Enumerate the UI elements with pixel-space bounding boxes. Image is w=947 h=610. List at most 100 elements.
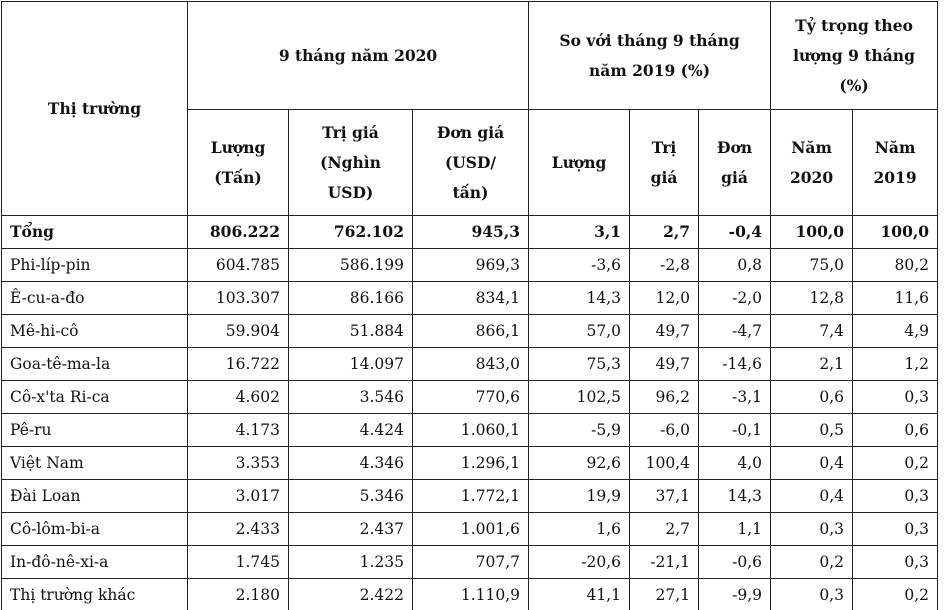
cell-value: 14,3 xyxy=(528,281,631,315)
header-group: So với tháng 9 tháng năm 2019 (%) xyxy=(528,1,772,110)
cell-value: 0,4 xyxy=(770,446,854,480)
header-sub: Năm 2020 xyxy=(770,109,854,216)
cell-value: 762.102 xyxy=(288,215,413,249)
market-name: Thị trường khác xyxy=(1,578,188,610)
cell-value: 75,0 xyxy=(770,248,854,282)
cell-value: -0,4 xyxy=(698,215,772,249)
cell-value: 75,3 xyxy=(528,347,631,381)
market-name: Pê-ru xyxy=(1,413,188,447)
cell-value: 4.173 xyxy=(187,413,289,447)
cell-value: 59.904 xyxy=(187,314,289,348)
table-row: Pê-ru 4.173 4.424 1.060,1 -5,9 -6,0 -0,1 0,5 0,6 xyxy=(1,413,939,447)
cell-value: 11,6 xyxy=(852,281,939,315)
cell-value: 1,1 xyxy=(698,512,772,546)
table-row: Phi-líp-pin 604.785 586.199 969,3 -3,6 -2,8 0,… xyxy=(1,248,939,282)
cell-value: 80,2 xyxy=(852,248,939,282)
cell-value: 12,0 xyxy=(629,281,700,315)
header-sub: Năm 2019 xyxy=(852,109,939,216)
cell-value: 3,1 xyxy=(528,215,631,249)
cell-value: -0,1 xyxy=(698,413,772,447)
cell-value: 0,5 xyxy=(770,413,854,447)
cell-value: 102,5 xyxy=(528,380,631,414)
cell-value: 4.602 xyxy=(187,380,289,414)
cell-value: 3.353 xyxy=(187,446,289,480)
cell-value: -4,7 xyxy=(698,314,772,348)
cell-value: 2.433 xyxy=(187,512,289,546)
table-row: Mê-hi-cô 59.904 51.884 866,1 57,0 49,7 -4,7 7,4… xyxy=(1,314,939,348)
cell-value: -2,0 xyxy=(698,281,772,315)
cell-value: 19,9 xyxy=(528,479,631,513)
cell-value: 1,2 xyxy=(852,347,939,381)
cell-value: 0,6 xyxy=(770,380,854,414)
market-name: Tổng xyxy=(1,215,188,249)
cell-value: 0,4 xyxy=(770,479,854,513)
cell-value: 4.346 xyxy=(288,446,413,480)
cell-value: 4.424 xyxy=(288,413,413,447)
cell-value: -21,1 xyxy=(629,545,700,579)
cell-value: 51.884 xyxy=(288,314,413,348)
market-name: In-đô-nê-xi-a xyxy=(1,545,188,579)
cell-value: 14,3 xyxy=(698,479,772,513)
cell-value: 770,6 xyxy=(411,380,530,414)
cell-value: 37,1 xyxy=(629,479,700,513)
cell-value: 707,7 xyxy=(411,545,530,579)
cell-value: 14.097 xyxy=(288,347,413,381)
cell-value: 0,8 xyxy=(698,248,772,282)
cell-value: 1,6 xyxy=(528,512,631,546)
market-name: Cô-x'ta Ri-ca xyxy=(1,380,188,414)
cell-value: 1.772,1 xyxy=(411,479,530,513)
cell-value: 2,7 xyxy=(629,512,700,546)
cell-value: 96,2 xyxy=(629,380,700,414)
cell-value: 1.745 xyxy=(187,545,289,579)
header-sub: Lượng xyxy=(528,109,631,216)
cell-value: -0,6 xyxy=(698,545,772,579)
table-row: In-đô-nê-xi-a 1.745 1.235 707,7 -20,6 -21,1 -0… xyxy=(1,545,939,579)
cell-value: 49,7 xyxy=(629,314,700,348)
cell-value: 806.222 xyxy=(187,215,289,249)
cell-value: 1.235 xyxy=(288,545,413,579)
cell-value: 604.785 xyxy=(187,248,289,282)
cell-value: 945,3 xyxy=(411,215,530,249)
cell-value: 0,3 xyxy=(852,380,939,414)
cell-value: 16.722 xyxy=(187,347,289,381)
cell-value: -20,6 xyxy=(528,545,631,579)
header-sub: Trị giá (Nghìn USD) xyxy=(288,109,413,216)
cell-value: 27,1 xyxy=(629,578,700,610)
header-sub: Đơn giá xyxy=(698,109,772,216)
cell-value: 1.001,6 xyxy=(411,512,530,546)
cell-value: 1.110,9 xyxy=(411,578,530,610)
table-row: Ê-cu-a-đo 103.307 86.166 834,1 14,3 12,0 -2,0 1… xyxy=(1,281,939,315)
cell-value: 866,1 xyxy=(411,314,530,348)
cell-value: -6,0 xyxy=(629,413,700,447)
cell-value: -5,9 xyxy=(528,413,631,447)
cell-value: 834,1 xyxy=(411,281,530,315)
cell-value: 100,0 xyxy=(770,215,854,249)
cell-value: 2,7 xyxy=(629,215,700,249)
cell-value: -9,9 xyxy=(698,578,772,610)
table-row: Việt Nam 3.353 4.346 1.296,1 92,6 100,4 4,0 0,4… xyxy=(1,446,939,480)
cell-value: 2.422 xyxy=(288,578,413,610)
cell-value: 103.307 xyxy=(187,281,289,315)
cell-value: -14,6 xyxy=(698,347,772,381)
cell-value: 843,0 xyxy=(411,347,530,381)
table-row: Cô-lôm-bi-a 2.433 2.437 1.001,6 1,6 2,7 1,1 0,3… xyxy=(1,512,939,546)
cell-value: 5.346 xyxy=(288,479,413,513)
cell-value: 100,4 xyxy=(629,446,700,480)
cell-value: 4,0 xyxy=(698,446,772,480)
cell-value: -3,1 xyxy=(698,380,772,414)
cell-value: 100,0 xyxy=(852,215,939,249)
cell-value: 3.546 xyxy=(288,380,413,414)
market-name: Mê-hi-cô xyxy=(1,314,188,348)
market-name: Phi-líp-pin xyxy=(1,248,188,282)
cell-value: 0,6 xyxy=(852,413,939,447)
header-sub: Trị giá xyxy=(629,109,700,216)
cell-value: -3,6 xyxy=(528,248,631,282)
table-row: Đài Loan 3.017 5.346 1.772,1 19,9 37,1 14,3 0,4… xyxy=(1,479,939,513)
cell-value: 0,2 xyxy=(852,578,939,610)
market-name: Đài Loan xyxy=(1,479,188,513)
header-sub: Đơn giá (USD/ tấn) xyxy=(411,109,530,216)
cell-value: 0,3 xyxy=(852,479,939,513)
cell-value: 2.437 xyxy=(288,512,413,546)
cell-value: 969,3 xyxy=(411,248,530,282)
cell-value: 1.296,1 xyxy=(411,446,530,480)
